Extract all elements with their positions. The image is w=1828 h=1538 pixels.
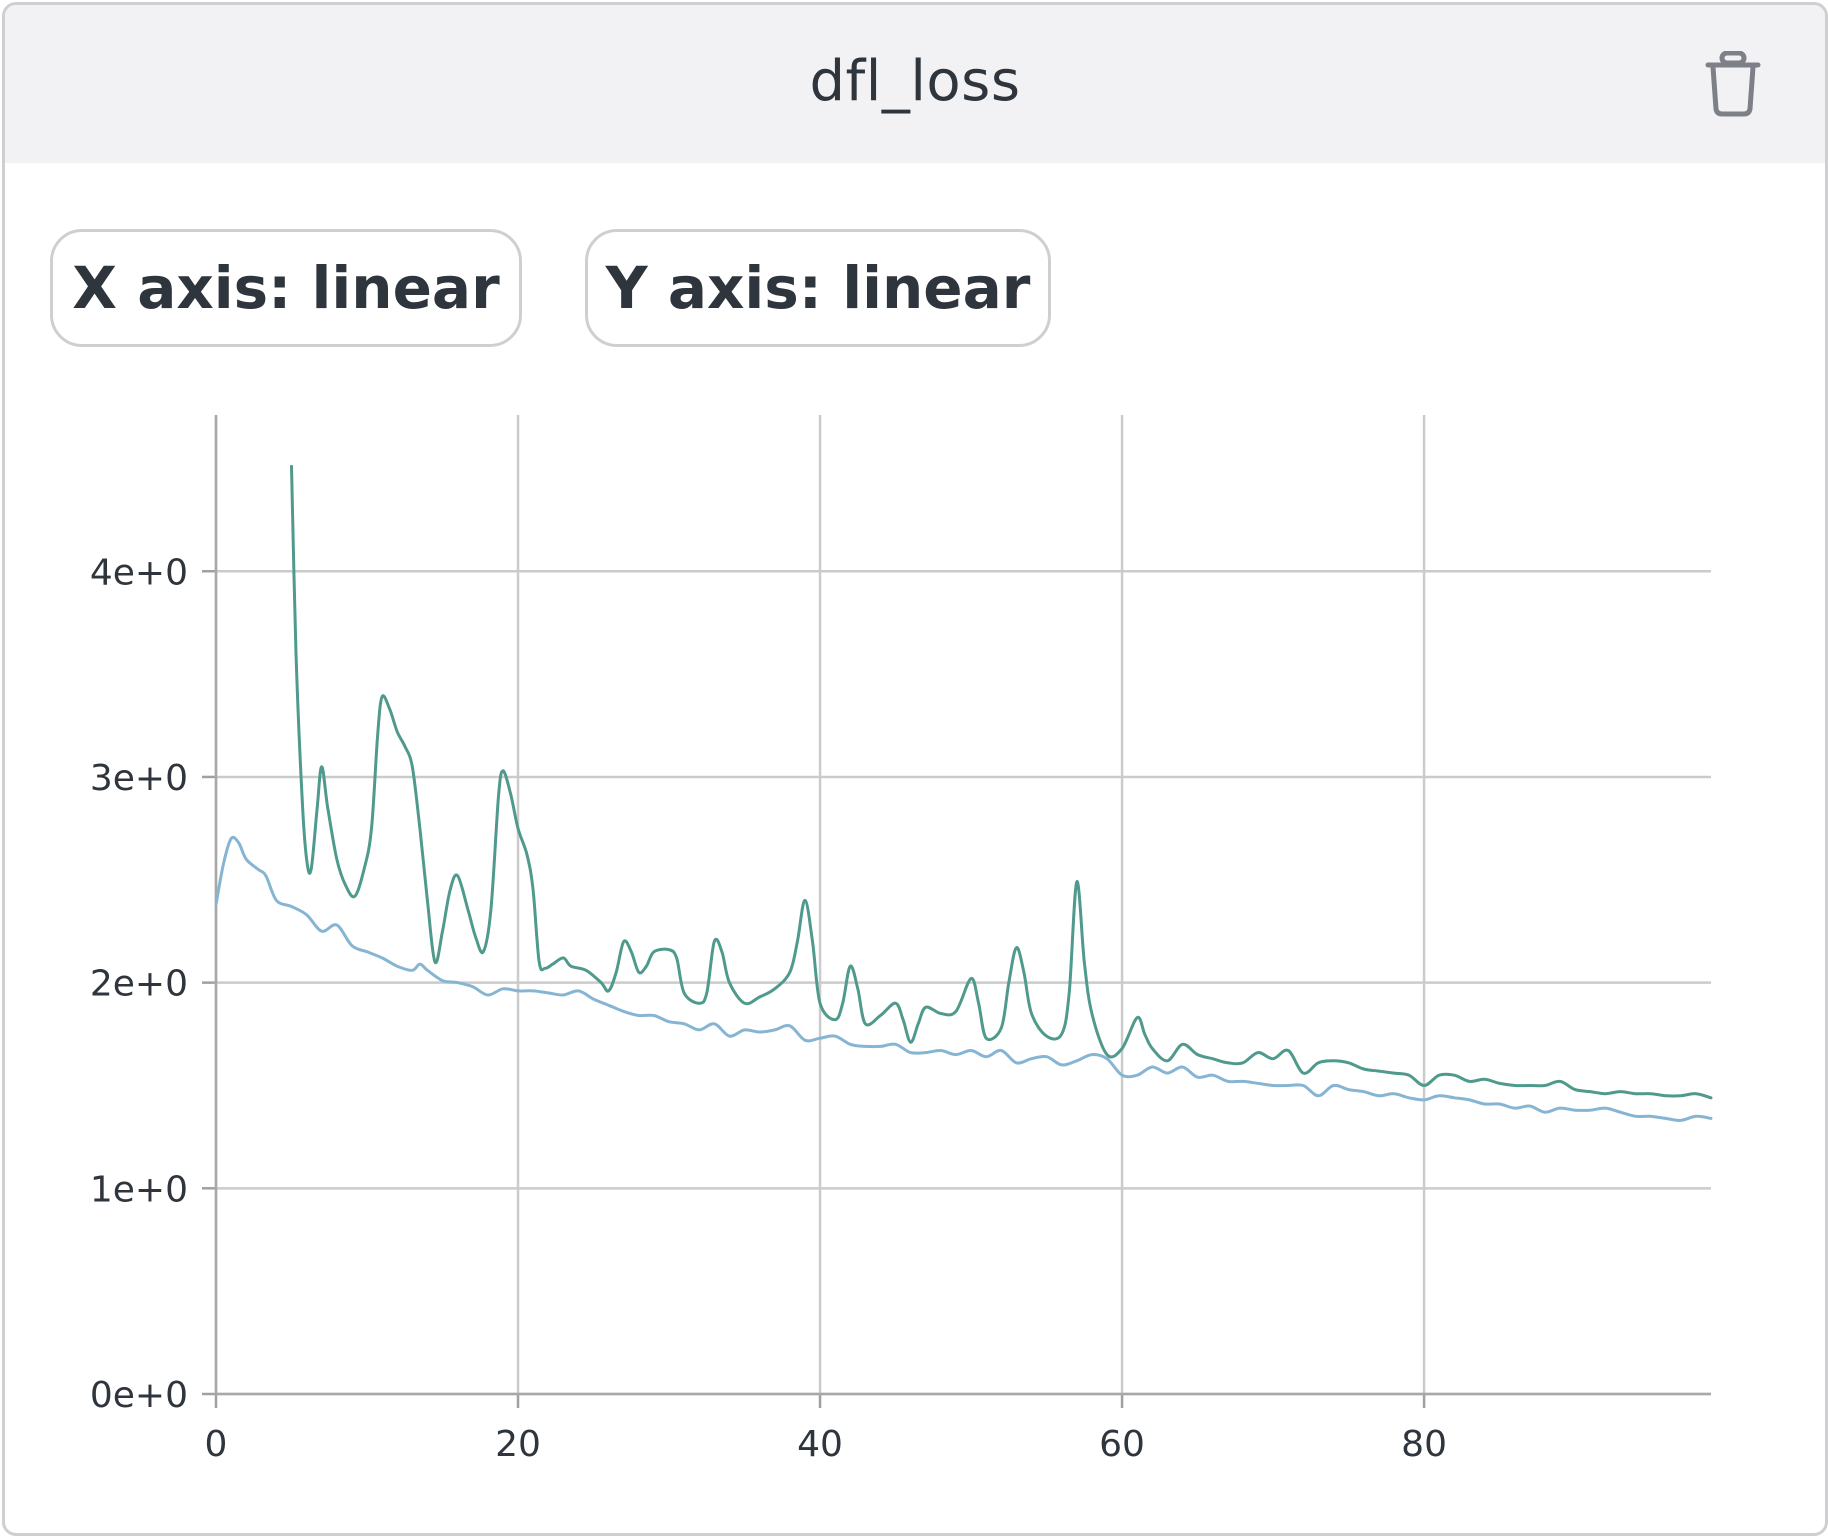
x-tick-label: 80 [1401,1424,1447,1465]
series-line-green [290,464,1713,1100]
x-tick-label: 40 [797,1424,843,1465]
loss-plot: 0e+0 1e+0 2e+0 3e+0 4e+0 0 20 40 60 80 [90,415,1713,1465]
x-axis-scale-button[interactable]: X axis: linear [50,229,522,347]
y-tick-label: 0e+0 [90,1375,188,1416]
delete-chart-button[interactable] [1705,50,1761,117]
x-tick-label: 20 [495,1424,541,1465]
y-axis-scale-button[interactable]: Y axis: linear [585,229,1051,347]
y-tick-label: 3e+0 [90,758,188,799]
card-title: dfl_loss [809,49,1021,114]
card-header: dfl_loss [5,5,1825,163]
y-tick-label: 2e+0 [90,964,188,1005]
series-line-blue [214,835,1713,1122]
y-tick-label: 4e+0 [90,552,188,593]
x-tick-label: 60 [1099,1424,1145,1465]
trash-icon [1705,50,1761,117]
y-tick-label: 1e+0 [90,1169,188,1210]
x-tick-label: 0 [205,1424,228,1465]
